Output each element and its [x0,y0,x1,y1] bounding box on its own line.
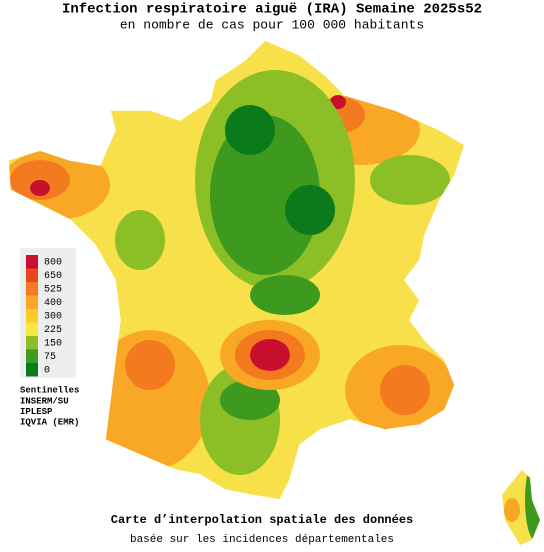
legend-swatch [26,282,38,296]
legend: 800 650 525 400 300 225 150 75 0 [26,255,62,377]
legend-swatch [26,255,38,269]
legend-label: 150 [44,339,62,350]
legend-swatch [26,309,38,323]
legend-swatch [26,349,38,363]
legend-label: 0 [44,366,50,377]
source-item: INSERM/SU [20,396,69,406]
legend-swatch [26,268,38,282]
subtitle: en nombre de cas pour 100 000 habitants [120,17,424,32]
source-item: IQVIA (EMR) [20,417,79,427]
legend-swatch [26,336,38,350]
legend-swatch [26,363,38,377]
footer-subtitle: basée sur les incidences départementales [130,534,394,546]
footer-title: Carte d’interpolation spatiale des donné… [111,513,413,527]
legend-label: 225 [44,325,62,336]
legend-label: 400 [44,298,62,309]
sources-label: Sentinelles [20,385,79,395]
legend-label: 300 [44,312,62,323]
legend-label: 75 [44,352,56,363]
legend-label: 525 [44,285,62,296]
corsica-map [502,470,540,545]
legend-swatch [26,295,38,309]
legend-label: 650 [44,271,62,282]
france-map [8,40,465,500]
source-item: IPLESP [20,407,53,417]
france-outline [7,39,466,501]
legend-swatch [26,322,38,336]
legend-label: 800 [44,258,62,269]
title: Infection respiratoire aiguë (IRA) Semai… [62,2,482,18]
